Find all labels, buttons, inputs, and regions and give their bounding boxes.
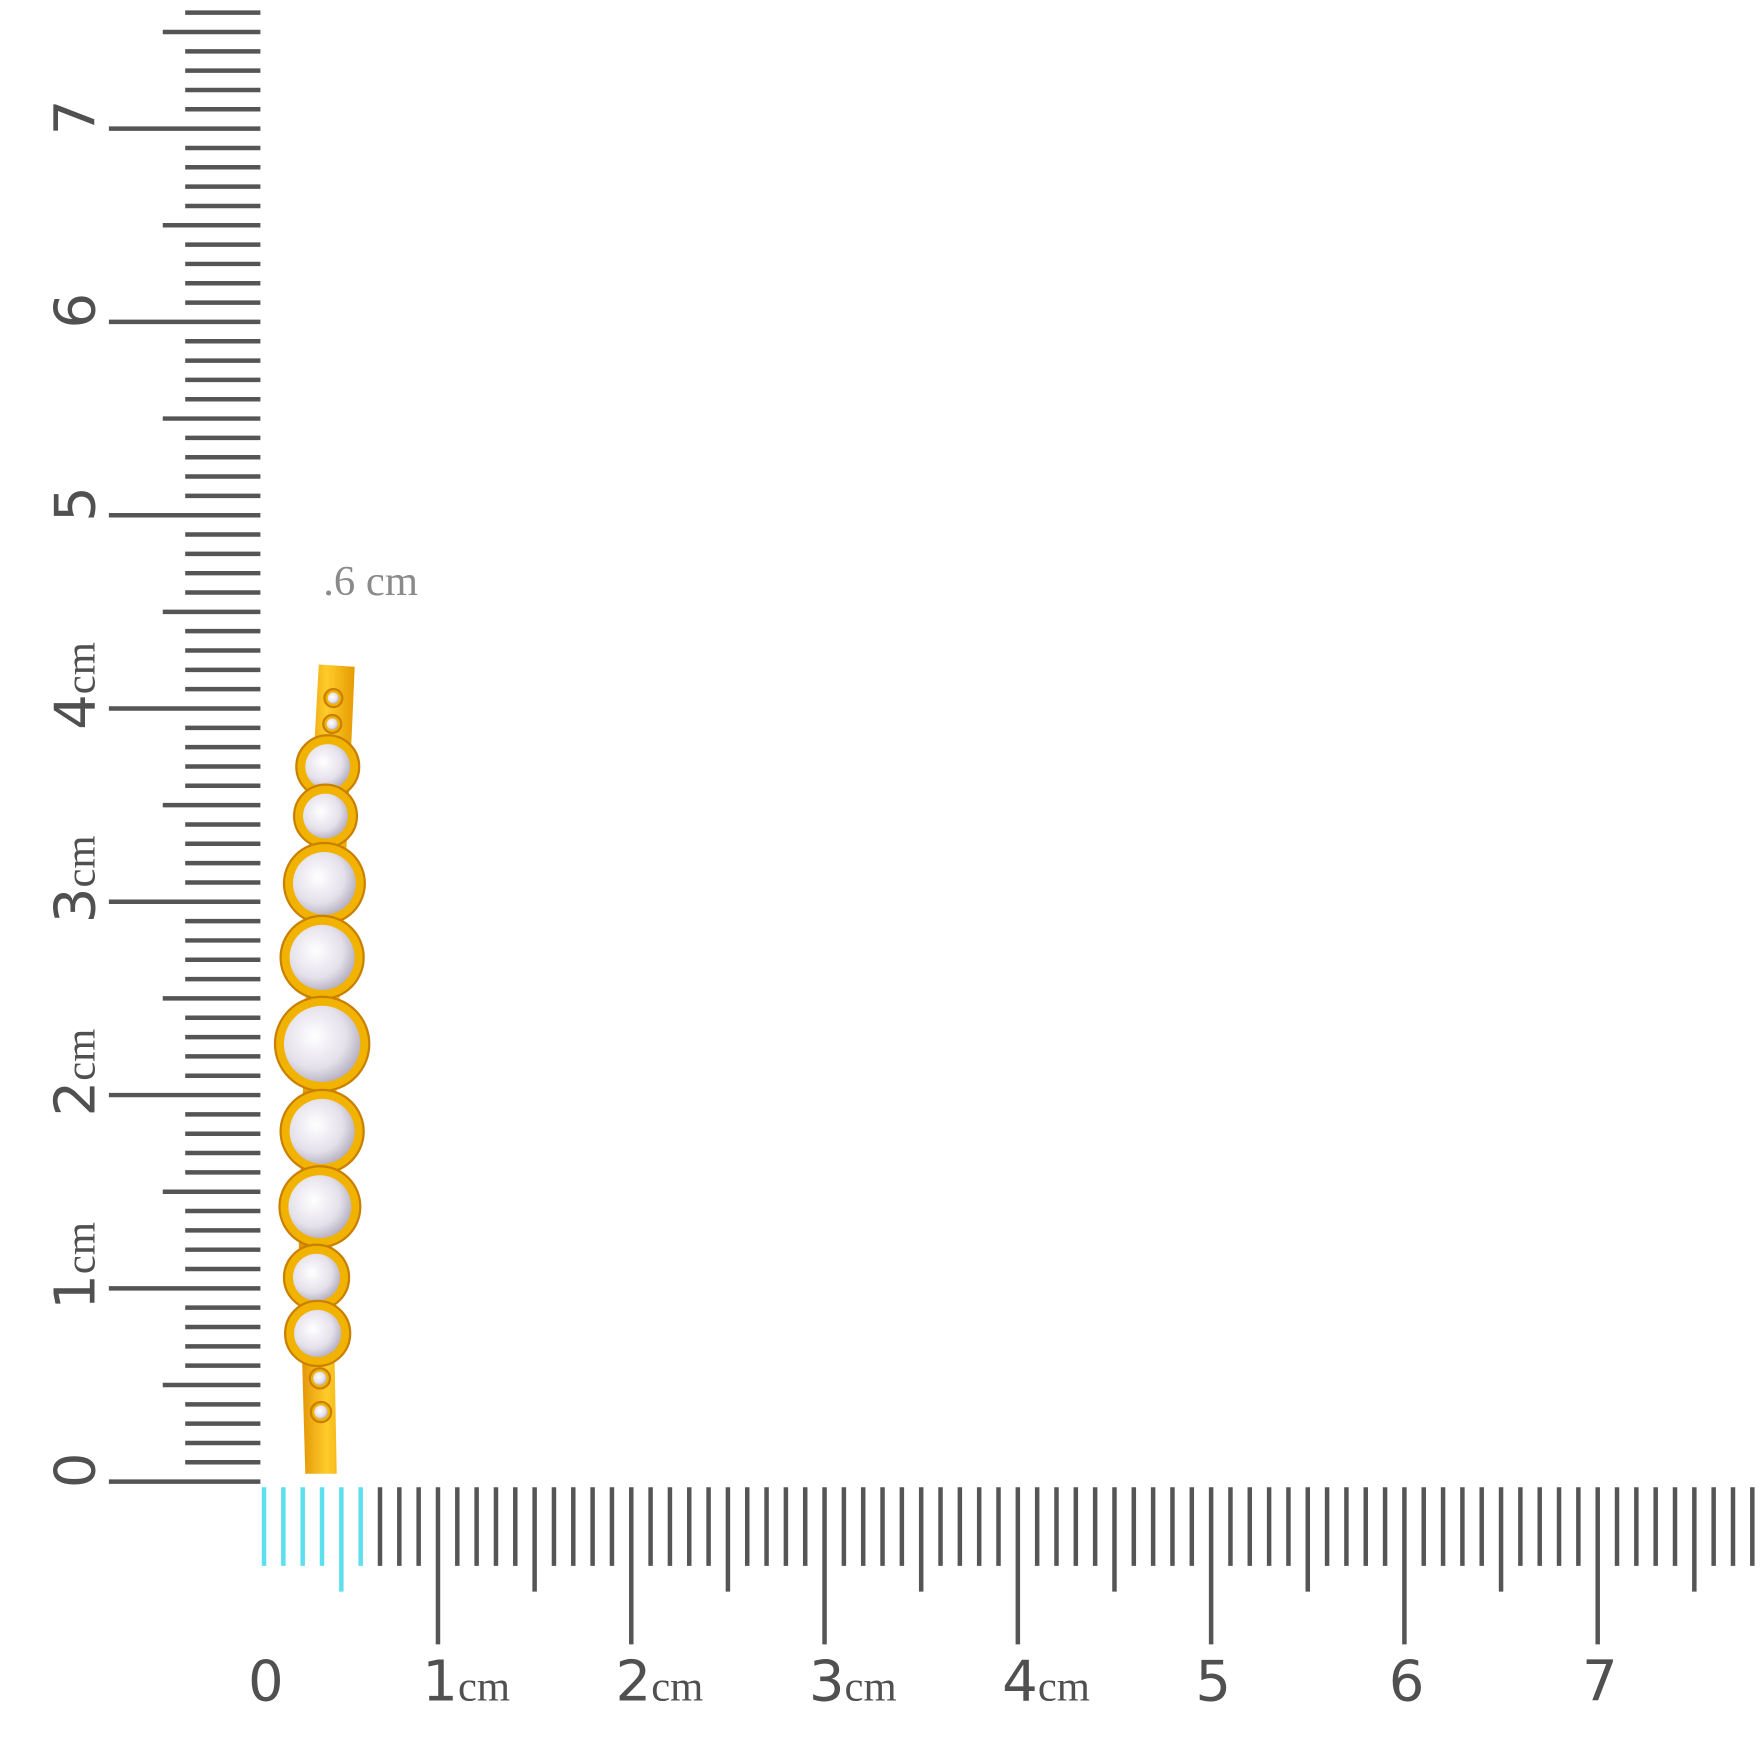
ruler-label: 6 [1389,1650,1425,1715]
ruler-label: 1cm [422,1650,510,1715]
stone [288,1175,352,1239]
ruler-number: 1 [422,1650,458,1715]
stone [289,1098,355,1164]
ruler-unit: cm [651,1664,703,1711]
ruler-label: 2cm [43,1029,108,1117]
stone [292,1253,341,1301]
ruler-label: 7 [43,100,108,136]
stone [326,718,338,730]
ruler-number: 7 [1582,1650,1618,1715]
ruler-label: 0 [43,1453,108,1489]
ruler-unit: cm [57,835,104,887]
ruler-number: 0 [43,1453,108,1489]
ruler-number: 4 [1002,1650,1038,1715]
ruler-number: 2 [43,1081,108,1117]
ruler-label: 2cm [616,1650,704,1715]
stones [273,688,371,1424]
stone [327,692,339,704]
ruler-number: 4 [43,694,108,730]
stone [314,1405,328,1419]
stone [294,1309,342,1358]
width-annotation: .6 cm [323,558,418,605]
ruler-number: 1 [43,1274,108,1310]
ruler-number: 3 [809,1650,845,1715]
ruler-label: 0 [248,1650,284,1715]
ruler-number: 6 [43,293,108,329]
ruler-label: 3cm [43,835,108,923]
ruler-number: 2 [616,1650,652,1715]
ruler-number: 6 [1389,1650,1425,1715]
stone [303,793,348,839]
stone [313,1371,327,1386]
ruler-unit: cm [57,1029,104,1081]
ruler-label: 5 [43,486,108,522]
stone [283,1005,361,1083]
ruler-label: 1cm [43,1222,108,1310]
ruler-label: 6 [43,293,108,329]
ruler-label: 4cm [43,642,108,730]
stone [305,744,351,790]
ruler-unit: cm [57,1222,104,1274]
stone [292,851,356,915]
ruler-number: 7 [43,100,108,136]
ruler-unit: cm [458,1664,510,1711]
ruler-number: 0 [248,1650,284,1715]
ruler-number: 5 [1195,1650,1231,1715]
ruler-number: 3 [43,888,108,924]
ruler-label: 3cm [809,1650,897,1715]
ruler-label: 4cm [1002,1650,1090,1715]
ruler-number: 5 [43,486,108,522]
ruler-label: 5 [1195,1650,1231,1715]
ruler-unit: cm [57,642,104,694]
stone [289,924,355,990]
ruler-label: 7 [1582,1650,1618,1715]
ruler-unit: cm [845,1664,897,1711]
ruler-unit: cm [1038,1664,1090,1711]
